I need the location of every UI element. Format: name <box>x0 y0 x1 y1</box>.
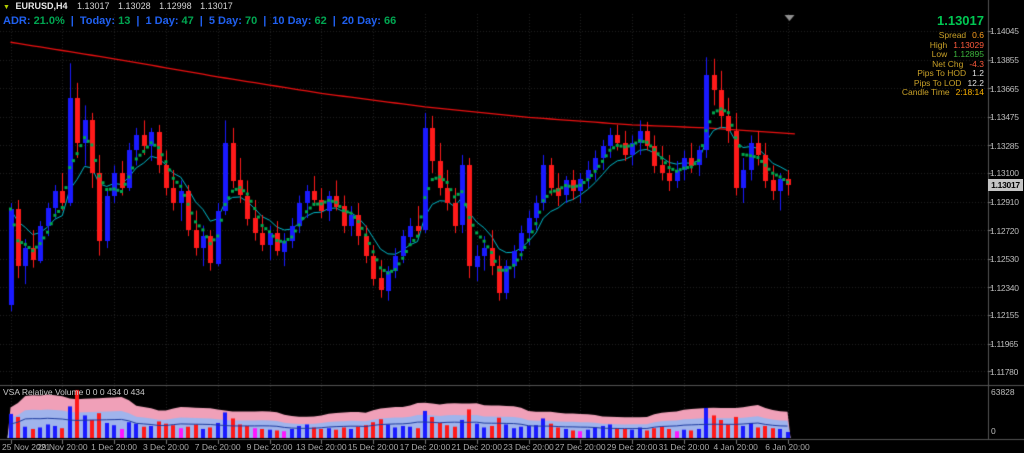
adr-info-line: ADR: 21.0% | Today: 13 | 1 Day: 47 | 5 Day: 70… <box>3 15 396 27</box>
price-axis-label: 1.13855 <box>990 55 1019 66</box>
time-axis-label: 4 Jan 20:00 <box>713 442 758 452</box>
adr-item-label: 5 Day: <box>208 15 245 27</box>
info-row-label: Pips To HOD <box>917 68 967 78</box>
adr-item-label: 1 Day: <box>145 15 182 27</box>
info-row-value: 1.12895 <box>953 49 984 59</box>
price-axis[interactable]: 1.14045 1.13855 1.13665 1.13475 1.13285 1.131… <box>990 0 1024 440</box>
info-panel-row: Net Chg -4.3 <box>902 58 984 70</box>
adr-item-value: 66 <box>384 15 397 27</box>
time-axis-label: 29 Dec 20:00 <box>606 442 658 452</box>
current-price-tag: 1.13017 <box>988 179 1023 192</box>
price-axis-label: 1.13665 <box>990 83 1019 94</box>
adr-label: ADR: <box>3 15 34 27</box>
info-row-value: 1.13029 <box>953 39 984 50</box>
info-row-label: Low <box>931 49 948 59</box>
info-row-value: 2:18:14 <box>955 87 984 97</box>
price-axis-label: 1.12155 <box>990 310 1019 321</box>
info-row-label: High <box>929 39 948 50</box>
volume-scale-max: 63828 <box>991 387 1015 397</box>
price-axis-label: 1.12340 <box>990 282 1019 293</box>
ohlc-low: 1.12998 <box>159 1 192 11</box>
time-axis-label: 17 Dec 20:00 <box>399 442 451 452</box>
symbol-timeframe: EURUSD,H4 <box>15 1 68 11</box>
info-panel-row: Candle Time 2:18:14 <box>901 87 984 98</box>
info-row-label: Pips To LOD <box>913 77 962 88</box>
adr-separator: | <box>263 15 267 27</box>
adr-item-value: 13 <box>118 15 131 27</box>
info-row-value: 1.2 <box>972 68 984 78</box>
time-axis-label: 21 Dec 20:00 <box>451 442 502 452</box>
adr-item-value: 70 <box>244 15 258 27</box>
info-row-value: -4.3 <box>969 58 984 69</box>
price-axis-label: 1.13285 <box>990 140 1019 151</box>
ohlc-open: 1.13017 <box>76 1 110 11</box>
chart-header: ▼ EURUSD,H4 1.13017 1.13028 1.12998 1.13… <box>3 1 239 11</box>
info-row-value: 0.6 <box>972 30 984 40</box>
info-row-label: Spread <box>938 30 967 40</box>
ohlc-close: 1.13017 <box>200 1 233 11</box>
time-axis-label: 25 Nov 2021 <box>2 442 51 452</box>
info-row-label: Candle Time <box>901 87 950 97</box>
price-axis-label: 1.11965 <box>990 339 1018 350</box>
quote-info-rows: Spread 0.6 High 1.13029 Low 1.12895 Net Chg -4.… <box>901 30 984 98</box>
adr-separator: | <box>70 15 74 27</box>
time-axis-label: 3 Dec 20:00 <box>142 442 189 452</box>
adr-item-label: 20 Day: <box>341 15 385 27</box>
adr-item-label: Today: <box>79 15 119 27</box>
time-axis-label: 13 Dec 20:00 <box>296 442 347 452</box>
price-axis-label: 1.12530 <box>990 254 1019 265</box>
current-price: 1.13017 <box>937 13 984 28</box>
time-axis[interactable]: 25 Nov 2021 29 Nov 20:00 1 Dec 20:00 3 Dec … <box>0 440 1024 453</box>
volume-scale-min: 0 <box>991 426 996 436</box>
price-axis-label: 1.12910 <box>990 197 1019 208</box>
volume-indicator-title: VSA Relative Volume 0 0 0 434 0 434 <box>3 387 145 397</box>
info-panel-row: Low 1.12895 <box>902 49 984 60</box>
adr-separator: | <box>136 15 140 27</box>
info-row-value: 12.2 <box>967 77 984 88</box>
time-axis-label: 23 Dec 20:00 <box>503 442 554 452</box>
info-panel-row: Pips To HOD 1.2 <box>902 68 984 79</box>
info-panel-row: Pips To LOD 12.2 <box>902 77 984 89</box>
symbol-marker-icon: ▼ <box>3 4 10 11</box>
adr-value: 21.0% <box>33 15 65 27</box>
adr-separator: | <box>199 15 203 27</box>
adr-separator: | <box>332 15 336 27</box>
time-axis-label: 7 Dec 20:00 <box>194 442 241 452</box>
adr-item-value: 62 <box>314 15 327 27</box>
ohlc-high: 1.13028 <box>118 1 151 11</box>
time-axis-label: 31 Dec 20:00 <box>658 442 710 452</box>
price-axis-label: 1.11780 <box>990 366 1018 377</box>
price-axis-label: 1.12720 <box>990 225 1019 236</box>
price-axis-label: 1.13475 <box>990 112 1019 123</box>
price-axis-label: 1.13100 <box>990 168 1019 179</box>
adr-item-label: 10 Day: <box>272 15 315 27</box>
info-panel-row: High 1.13029 <box>902 39 984 51</box>
quote-info-panel: 1.13017 Spread 0.6 High 1.13029 Low 1.12895 Ne… <box>902 13 984 98</box>
time-axis-label: 9 Dec 20:00 <box>246 442 293 452</box>
info-panel-row: Spread 0.6 <box>902 30 984 41</box>
adr-item-value: 47 <box>181 15 194 27</box>
info-row-label: Net Chg <box>932 58 964 69</box>
time-axis-label: 29 Nov 20:00 <box>37 442 88 452</box>
price-axis-label: 1.14045 <box>990 26 1019 37</box>
time-axis-label: 6 Jan 20:00 <box>765 442 810 452</box>
time-axis-label: 15 Dec 20:00 <box>347 442 399 452</box>
time-axis-label: 1 Dec 20:00 <box>91 442 138 452</box>
time-axis-label: 27 Dec 20:00 <box>555 442 606 452</box>
